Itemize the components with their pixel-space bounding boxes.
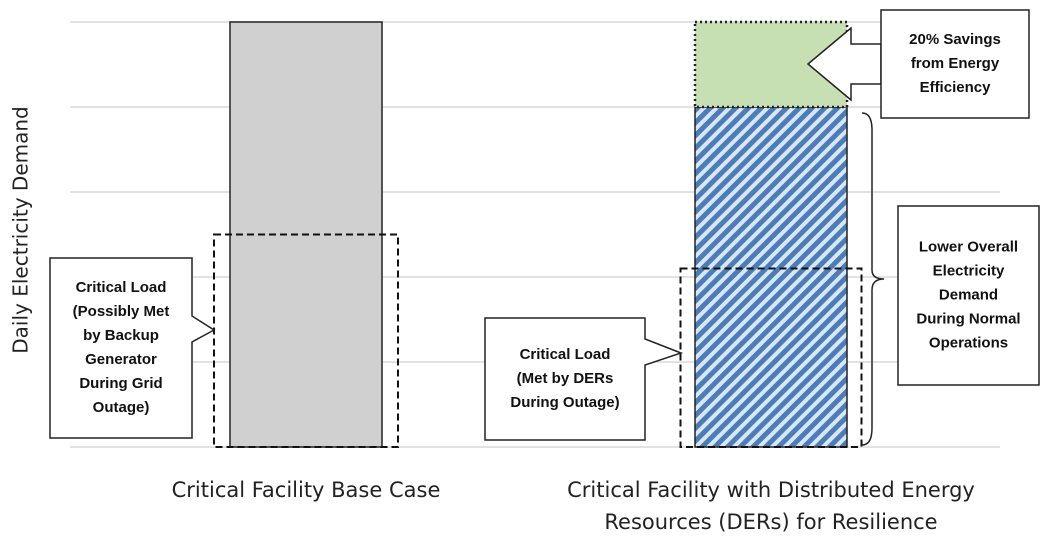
- annotation-text: During Normal: [916, 310, 1020, 327]
- annotation-text: (Possibly Met: [73, 303, 170, 320]
- annotation-text: Operations: [929, 334, 1008, 351]
- annotation-text: 20% Savings: [909, 31, 1001, 48]
- annotation-text: Generator: [85, 351, 157, 368]
- y-axis-label: Daily Electricity Demand: [9, 106, 33, 353]
- callout-box: [484, 317, 684, 441]
- critical-load-box: [679, 267, 863, 448]
- annotation-text: Lower Overall: [919, 238, 1018, 255]
- savings-arrow: [806, 26, 882, 102]
- annotation-text: Electricity: [933, 262, 1005, 279]
- x-tick-label: Critical Facility Base Case: [171, 478, 441, 502]
- callout-box: [49, 257, 216, 439]
- bar: [694, 106, 848, 448]
- critical-load: [213, 233, 863, 448]
- annotation-text: Critical Load: [76, 279, 167, 296]
- brace: [861, 112, 885, 446]
- annotation-text: During Outage): [510, 394, 619, 411]
- annotation-text: During Grid: [79, 375, 162, 392]
- bars: [229, 20, 849, 448]
- critical-load-box: [213, 233, 399, 448]
- bar: [693, 20, 849, 109]
- annotations: Critical Load (Possibly Met by Backup Gener…: [49, 9, 1040, 441]
- annotation-text: Outage): [93, 399, 150, 416]
- x-tick-label: Critical Facility with Distributed Energ…: [567, 478, 975, 534]
- callout-box: [897, 205, 1040, 386]
- annotation-text: Demand: [939, 286, 998, 303]
- annotation-text: by Backup: [83, 327, 159, 344]
- annotation-text: Critical Load: [520, 346, 611, 363]
- annotation-text: Efficiency: [920, 79, 992, 96]
- annotation-text: from Energy: [911, 55, 1000, 72]
- callout-box: [880, 9, 1030, 119]
- annotation-text: (Met by DERs: [517, 370, 614, 387]
